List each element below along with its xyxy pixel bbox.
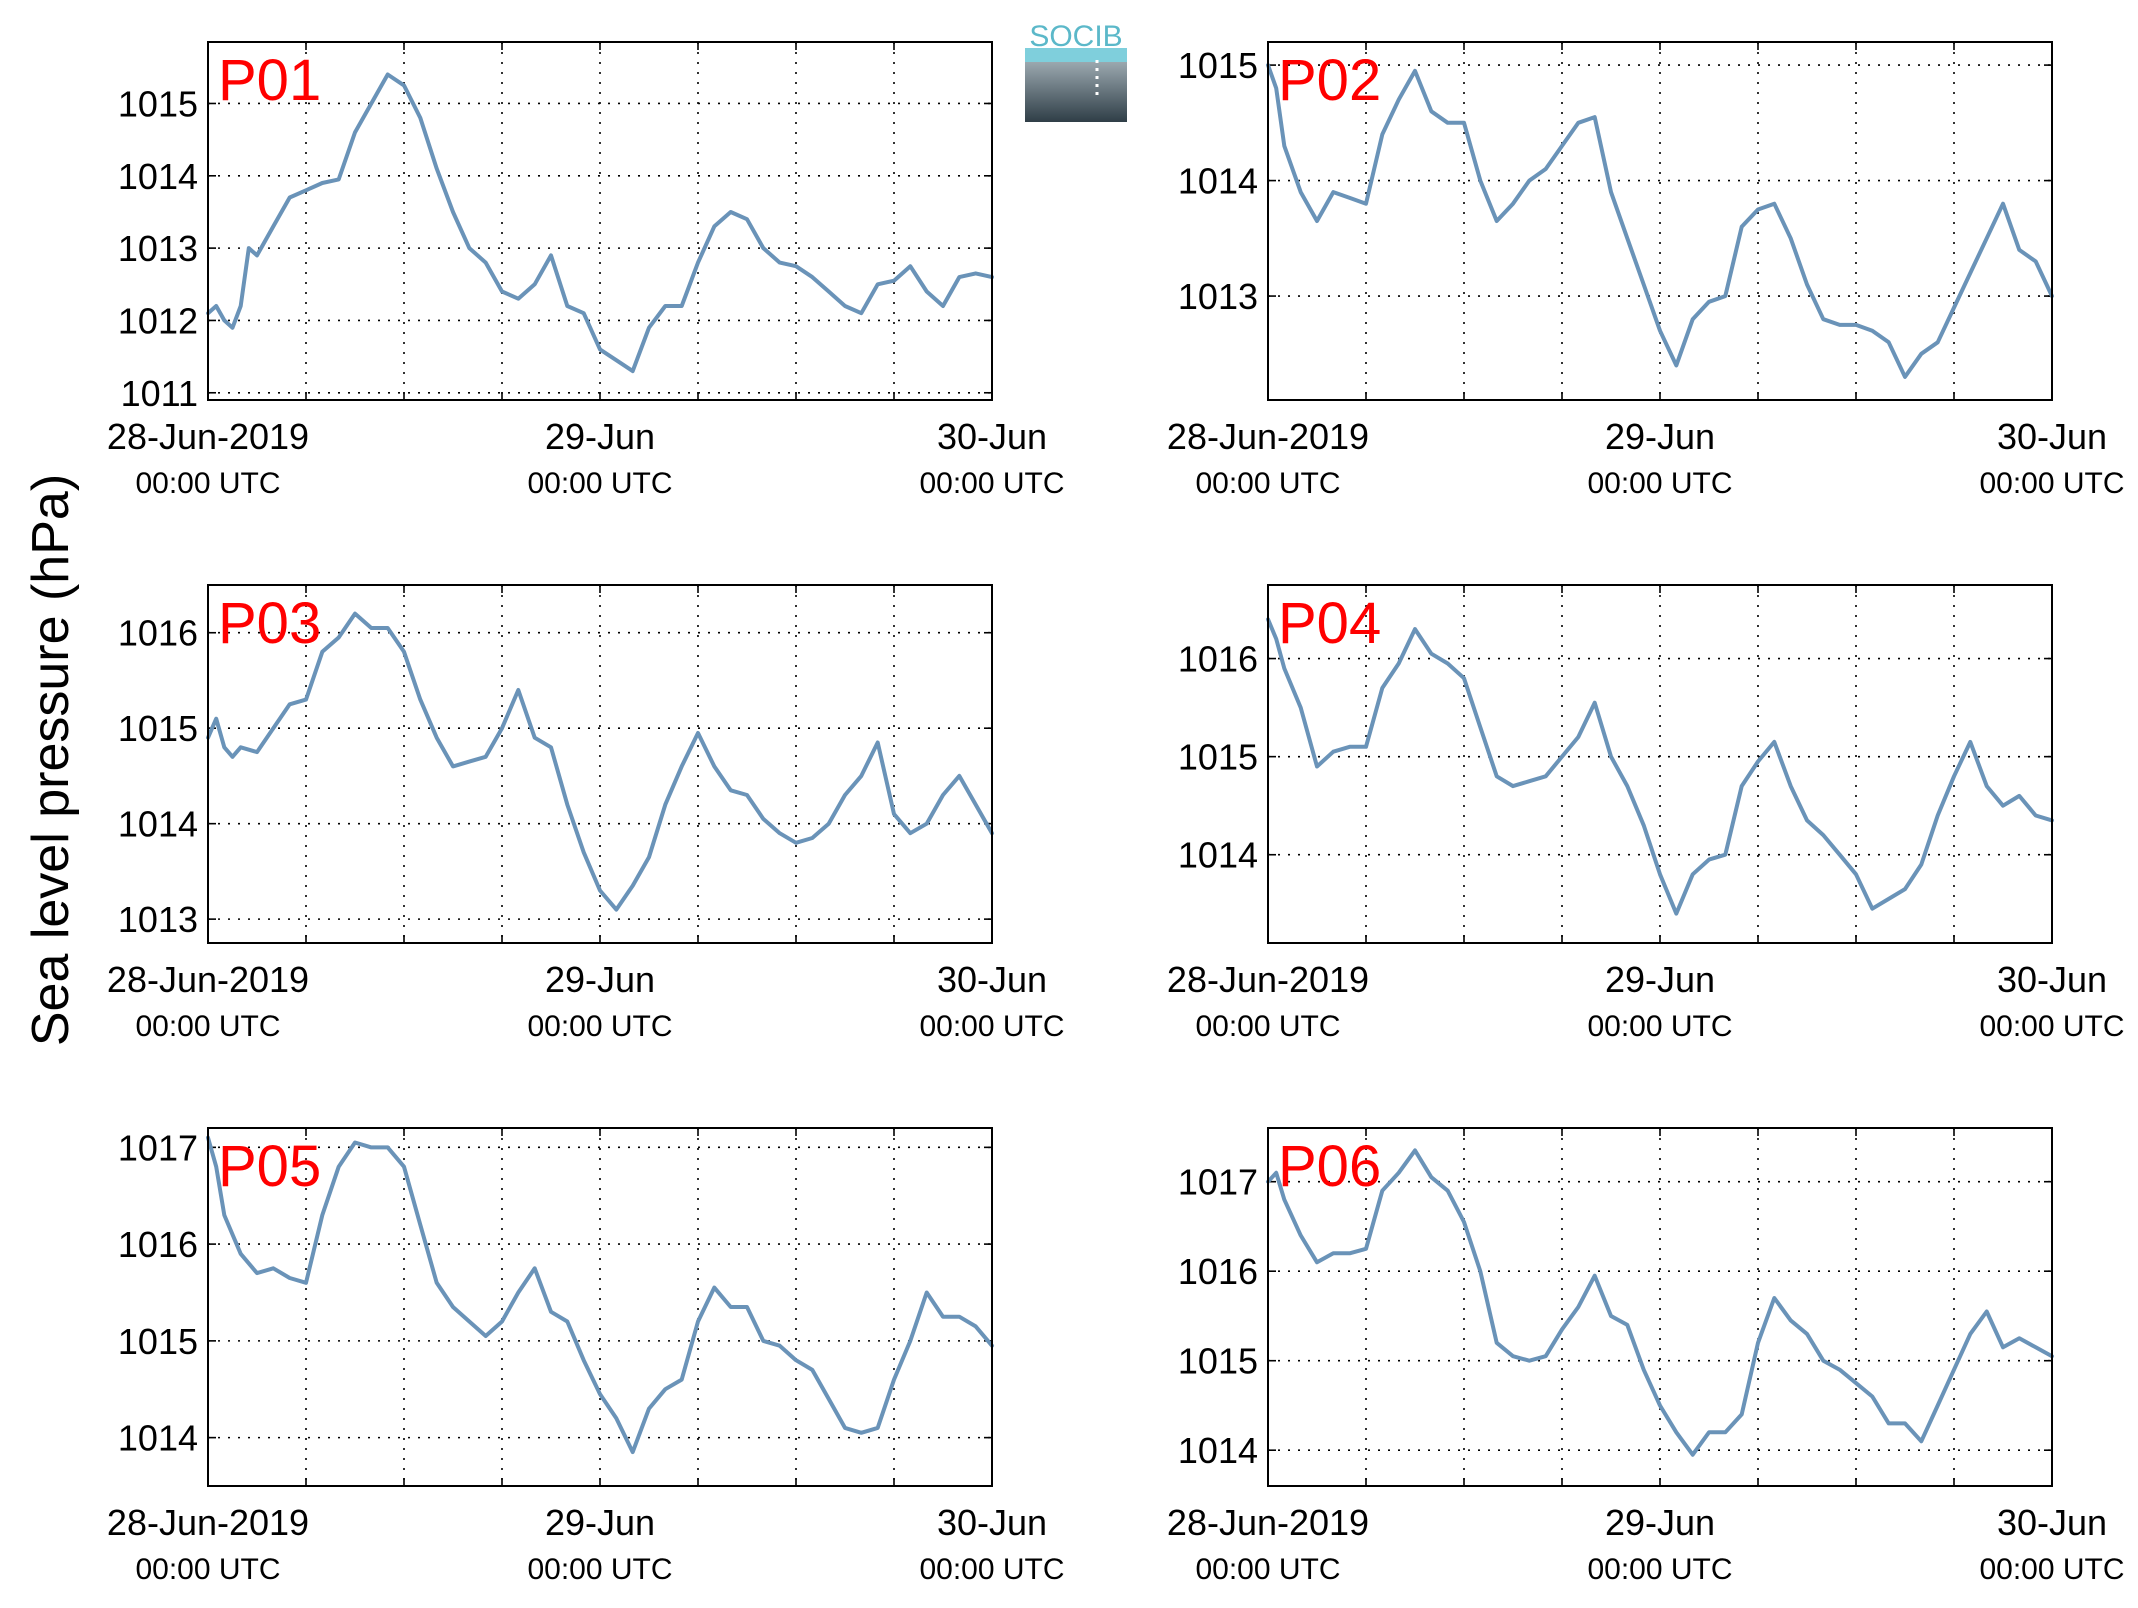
x-tick-label: 29-Jun (545, 959, 655, 1000)
panel-label: P01 (218, 48, 321, 113)
x-tick-sublabel: 00:00 UTC (1587, 1553, 1732, 1586)
y-tick-label: 1017 (1178, 1162, 1258, 1203)
x-tick-label: 28-Jun-2019 (1167, 1502, 1369, 1543)
panel-p03: 1013 1014 1015 1016 28-Jun-2019 00:00 UTC 29-J… (107, 584, 1065, 1043)
y-tick-label: 1015 (1178, 1341, 1258, 1382)
y-tick-label: 1014 (1178, 1430, 1258, 1471)
x-tick-sublabel: 00:00 UTC (1587, 467, 1732, 500)
panel-label: P03 (218, 591, 321, 656)
x-tick-label: 30-Jun (937, 416, 1047, 457)
plot-frame (207, 584, 993, 944)
y-tick-label: 1016 (118, 1224, 198, 1265)
y-tick-label: 1015 (118, 83, 198, 124)
plot-frame (1267, 584, 2053, 944)
x-tick-label: 30-Jun (1997, 416, 2107, 457)
x-tick-sublabel: 00:00 UTC (527, 1553, 672, 1586)
panel-p06: 1014 1015 1016 1017 28-Jun-2019 00:00 UTC 29-J… (1167, 1127, 2125, 1586)
panel-p02: 1013 1014 1015 28-Jun-2019 00:00 UTC 29-Jun 00… (1167, 41, 2125, 500)
panel-p04: 1014 1015 1016 28-Jun-2019 00:00 UTC 29-Jun 00… (1167, 584, 2125, 1043)
x-tick-label: 28-Jun-2019 (1167, 416, 1369, 457)
series-line-p05 (206, 1135, 994, 1455)
x-tick-sublabel: 00:00 UTC (1195, 467, 1340, 500)
x-tick-sublabel: 00:00 UTC (1979, 1553, 2124, 1586)
series-line-p03 (206, 611, 994, 912)
y-tick-label: 1014 (118, 1418, 198, 1459)
x-tick-label: 28-Jun-2019 (1167, 959, 1369, 1000)
plot-frame (1267, 41, 2053, 401)
plot-frame (207, 1127, 993, 1487)
panel-label: P02 (1278, 48, 1381, 113)
panels-layer: 1011 1012 1013 1014 1015 28-Jun-2019 00:00 UTC… (107, 41, 2125, 1586)
y-axis-label: Sea level pressure (hPa) (22, 474, 80, 1046)
y-tick-label: 1015 (118, 708, 198, 749)
y-tick-label: 1015 (1178, 45, 1258, 86)
x-tick-sublabel: 00:00 UTC (919, 467, 1064, 500)
plot-frame (207, 41, 993, 401)
socib-logo: SOCIB (1025, 20, 1127, 122)
x-tick-label: 29-Jun (1605, 1502, 1715, 1543)
series-line-p06 (1266, 1148, 2054, 1457)
x-tick-label: 28-Jun-2019 (107, 959, 309, 1000)
panel-p05: 1014 1015 1016 1017 28-Jun-2019 00:00 UTC 29-J… (107, 1127, 1065, 1586)
y-tick-label: 1012 (118, 300, 198, 341)
series-line-p02 (1266, 63, 2054, 379)
plot-frame (1267, 1127, 2053, 1487)
x-tick-label: 30-Jun (937, 959, 1047, 1000)
x-tick-label: 30-Jun (937, 1502, 1047, 1543)
y-tick-label: 1014 (1178, 161, 1258, 202)
panel-label: P05 (218, 1134, 321, 1199)
y-tick-label: 1013 (1178, 276, 1258, 317)
y-tick-label: 1013 (118, 228, 198, 269)
y-tick-label: 1016 (1178, 639, 1258, 680)
y-tick-label: 1016 (118, 613, 198, 654)
x-tick-sublabel: 00:00 UTC (1587, 1010, 1732, 1043)
y-tick-label: 1016 (1178, 1251, 1258, 1292)
x-tick-label: 28-Jun-2019 (107, 1502, 309, 1543)
panel-label: P04 (1278, 591, 1381, 656)
series-line-p01 (206, 72, 994, 374)
x-tick-sublabel: 00:00 UTC (1979, 1010, 2124, 1043)
x-tick-sublabel: 00:00 UTC (1979, 467, 2124, 500)
x-tick-sublabel: 00:00 UTC (919, 1553, 1064, 1586)
y-tick-label: 1015 (1178, 737, 1258, 778)
x-tick-sublabel: 00:00 UTC (1195, 1553, 1340, 1586)
panel-p01: 1011 1012 1013 1014 1015 28-Jun-2019 00:00 UTC… (107, 41, 1065, 500)
y-tick-label: 1014 (118, 156, 198, 197)
socib-logo-mark: SOCIB (1025, 20, 1127, 122)
logo-text: SOCIB (1029, 20, 1122, 53)
y-tick-label: 1013 (118, 899, 198, 940)
y-tick-label: 1011 (121, 373, 198, 414)
x-tick-sublabel: 00:00 UTC (1195, 1010, 1340, 1043)
x-tick-label: 29-Jun (545, 1502, 655, 1543)
x-tick-sublabel: 00:00 UTC (527, 467, 672, 500)
panel-label: P06 (1278, 1134, 1381, 1199)
x-tick-label: 29-Jun (545, 416, 655, 457)
y-tick-label: 1014 (1178, 835, 1258, 876)
x-tick-label: 28-Jun-2019 (107, 416, 309, 457)
y-tick-label: 1014 (118, 804, 198, 845)
x-tick-sublabel: 00:00 UTC (135, 1553, 280, 1586)
y-tick-label: 1017 (118, 1127, 198, 1168)
x-tick-sublabel: 00:00 UTC (135, 467, 280, 500)
x-tick-label: 30-Jun (1997, 959, 2107, 1000)
x-tick-label: 30-Jun (1997, 1502, 2107, 1543)
x-tick-label: 29-Jun (1605, 416, 1715, 457)
x-tick-sublabel: 00:00 UTC (919, 1010, 1064, 1043)
series-line-p04 (1266, 617, 2054, 916)
x-tick-sublabel: 00:00 UTC (135, 1010, 280, 1043)
x-tick-sublabel: 00:00 UTC (527, 1010, 672, 1043)
y-tick-label: 1015 (118, 1321, 198, 1362)
x-tick-label: 29-Jun (1605, 959, 1715, 1000)
